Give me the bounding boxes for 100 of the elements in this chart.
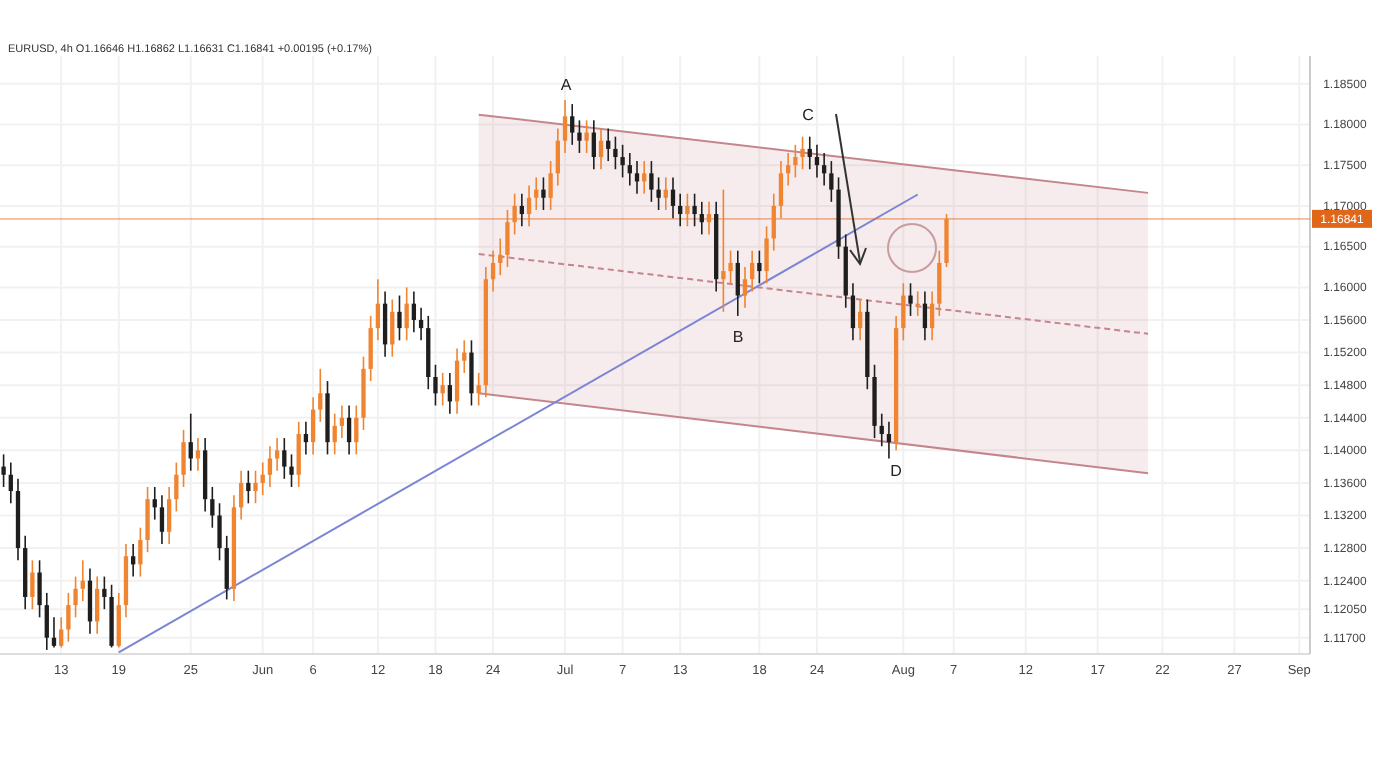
candlestick [102, 575, 107, 610]
candlestick [246, 469, 251, 505]
candlestick [454, 347, 460, 415]
candlestick [80, 559, 85, 602]
candlestick [332, 412, 337, 456]
candlestick [238, 469, 244, 521]
candlestick [642, 160, 647, 195]
candlestick [8, 461, 13, 505]
candlestick [30, 559, 35, 610]
candlestick [59, 616, 64, 649]
candlestick [37, 559, 42, 619]
candlestick [274, 437, 280, 472]
candlestick [289, 453, 294, 488]
candlestick [411, 290, 417, 333]
candlestick [778, 160, 784, 219]
candlestick [699, 201, 704, 236]
candlestick [318, 368, 323, 423]
candlestick [534, 176, 539, 211]
candlestick [375, 278, 381, 342]
candlestick [793, 144, 798, 179]
candlestick [260, 461, 265, 496]
candlestick [606, 127, 611, 162]
candlestick [555, 127, 560, 187]
candlestick [145, 486, 150, 553]
candlestick [649, 160, 654, 203]
candlestick [66, 592, 71, 643]
candlestick [95, 575, 100, 635]
candlestick [44, 592, 49, 651]
candlestick [929, 290, 935, 342]
candlestick [706, 201, 712, 236]
candlestick [886, 421, 892, 460]
candlestick [570, 103, 575, 146]
candlestick [390, 298, 395, 358]
candlestick [87, 567, 93, 635]
candlestick [440, 372, 445, 407]
candlestick [433, 363, 438, 407]
candlestick [346, 404, 352, 456]
candlestick [368, 315, 373, 382]
candlestick [577, 119, 582, 154]
annotation: C [802, 106, 815, 125]
candlestick [404, 286, 409, 342]
candlestick [253, 469, 258, 505]
candlestick [138, 526, 143, 578]
candlestick [786, 152, 791, 187]
candlestick [217, 502, 222, 562]
candlestick [735, 249, 740, 317]
candlestick [678, 192, 683, 228]
candlestick [382, 290, 388, 358]
candlestick [498, 237, 503, 276]
candlestick [656, 176, 661, 211]
candlestick [937, 249, 942, 317]
candlestick [742, 266, 748, 309]
candlestick [757, 249, 762, 285]
candlestick [210, 486, 215, 529]
candlestick [1, 453, 6, 488]
candlestick [807, 135, 812, 171]
candlestick [159, 494, 165, 545]
candlestick [908, 282, 913, 317]
candlestick [462, 339, 467, 374]
candlestick [519, 192, 524, 228]
candlestick [512, 192, 517, 236]
candlestick [116, 592, 121, 649]
candlestick [73, 575, 78, 619]
candlestick [721, 188, 726, 313]
candlestick [685, 192, 690, 228]
candlestick [469, 339, 474, 407]
candlestick [562, 99, 568, 154]
candlestick [901, 282, 906, 342]
annotation: D [890, 462, 903, 481]
candlestick [670, 176, 676, 219]
candlestick [627, 152, 632, 187]
candlestick [829, 160, 834, 203]
candlestick [584, 119, 589, 154]
candlestick [397, 294, 402, 342]
candlestick [310, 396, 316, 456]
candlestick [339, 404, 345, 439]
candlestick [166, 486, 172, 545]
candlestick [814, 144, 820, 179]
candlestick [850, 282, 856, 342]
candlestick [857, 298, 863, 342]
candlestick [613, 135, 618, 171]
candlestick [620, 144, 625, 179]
candlestick [944, 213, 949, 268]
candlestick [821, 152, 827, 187]
candlestick [224, 535, 229, 601]
candlestick [188, 412, 193, 472]
candlestick [418, 306, 424, 342]
candlestick [505, 209, 510, 268]
candlestick [152, 486, 157, 521]
candlestick [879, 412, 884, 448]
candlestick [771, 192, 776, 252]
candlestick [591, 119, 596, 171]
annotation: A [560, 76, 573, 95]
candlestick [174, 461, 179, 513]
candlestick [303, 421, 309, 456]
candlestick [764, 225, 769, 285]
candlestick [195, 437, 201, 472]
candlestick [476, 372, 481, 407]
candlestick [131, 543, 136, 578]
candlestick [663, 176, 668, 211]
